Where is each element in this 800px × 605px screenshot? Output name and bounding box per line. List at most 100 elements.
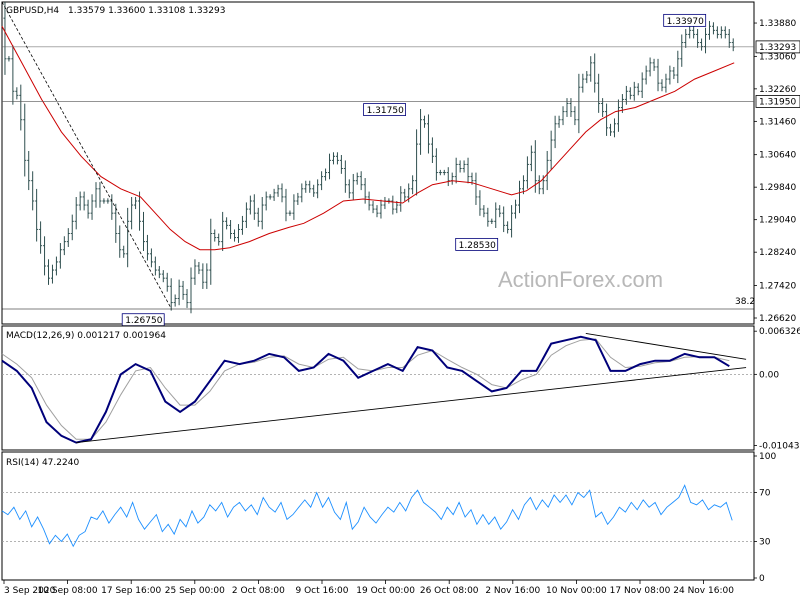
price-bar	[312, 184, 316, 197]
price-bar	[707, 20, 711, 40]
price-bar	[727, 29, 731, 48]
price-bar	[668, 65, 672, 85]
price-bar	[157, 266, 161, 279]
price-bar	[514, 199, 518, 219]
price-bar	[474, 172, 478, 205]
price-bar	[209, 218, 213, 285]
price-y-tick-label: 1.33880	[759, 19, 796, 29]
price-bar	[616, 99, 620, 132]
macd-panel-frame	[1, 325, 755, 451]
price-bar	[308, 180, 312, 193]
price-bar	[379, 199, 383, 219]
price-bar	[272, 188, 276, 201]
price-bar	[506, 221, 510, 234]
price-bar	[205, 263, 209, 289]
price-bar	[181, 280, 185, 300]
price-bar	[130, 197, 134, 230]
x-tick-label: 9 Oct 16:00	[296, 586, 349, 596]
macd-y-tick-label: 0.00	[759, 370, 779, 380]
price-panel-frame	[1, 1, 755, 325]
price-bar	[292, 194, 296, 220]
price-bar	[561, 106, 565, 126]
price-bar	[719, 26, 723, 39]
price-bar	[347, 179, 351, 199]
price-bar	[229, 220, 233, 239]
price-bar	[648, 57, 652, 77]
price-y-tick-label: 1.27420	[759, 281, 796, 291]
price-bar	[692, 26, 696, 39]
price-bar	[545, 150, 549, 191]
price-bar	[585, 71, 589, 84]
price-bar	[688, 26, 692, 39]
price-bar	[672, 66, 676, 80]
price-bar	[403, 188, 407, 201]
price-bar	[74, 197, 78, 230]
price-bar	[684, 29, 688, 48]
price-bar	[434, 148, 438, 181]
price-bar	[696, 29, 700, 48]
price-bar	[494, 202, 498, 229]
price-bar	[54, 256, 58, 276]
price-y-tick-label: 1.31460	[759, 117, 796, 127]
price-bar	[442, 169, 446, 176]
price-bar	[27, 150, 31, 191]
price-bar	[371, 201, 375, 214]
price-bar	[213, 229, 217, 242]
x-tick-label: 19 Oct 00:00	[356, 586, 415, 596]
price-panel-title: GBPUSD,H4	[6, 6, 59, 16]
price-bar	[644, 65, 648, 85]
price-bar	[177, 279, 181, 306]
price-bar	[189, 267, 193, 314]
price-bar	[355, 172, 359, 185]
price-bar	[288, 210, 292, 216]
price-bar	[256, 207, 260, 227]
x-tick-label: 3 Sep 2020	[4, 586, 56, 596]
price-panel: GBPUSD,H4 1.33579 1.33600 1.33108 1.3329…	[1, 1, 800, 326]
x-tick-label: 2 Nov 16:00	[485, 586, 540, 596]
swing-annotation-box	[363, 103, 407, 116]
price-y-tick-label: 1.28240	[759, 248, 796, 258]
x-tick-label: 10 Nov 00:00	[546, 586, 607, 596]
swing-annotation-box	[455, 237, 499, 251]
price-y-tick-label: 1.29840	[759, 183, 796, 193]
price-bar	[723, 26, 727, 39]
x-tick-label: 25 Sep 00:00	[165, 586, 225, 596]
price-bar	[102, 198, 106, 204]
price-bar	[233, 229, 237, 242]
swing-annotation-label: 1.28530	[459, 241, 496, 251]
price-level-label: 1.33293	[759, 43, 796, 53]
price-bar	[185, 289, 189, 308]
price-bar	[141, 211, 145, 252]
price-bar	[106, 198, 110, 204]
price-bar	[280, 183, 284, 203]
price-bar	[240, 215, 244, 235]
price-bar	[197, 261, 201, 275]
price-bar	[577, 73, 581, 134]
price-bar	[82, 191, 86, 211]
price-bar	[339, 154, 343, 174]
macd-y-tick-label: 0.006326	[759, 327, 800, 337]
price-bar	[652, 58, 656, 71]
price-bar	[31, 171, 35, 211]
price-bar	[680, 34, 684, 67]
price-bar	[573, 106, 577, 126]
price-bar	[715, 26, 719, 39]
macd-line	[1, 335, 730, 444]
price-bar	[328, 153, 332, 180]
macd-y-tick-label: -0.010438	[759, 442, 800, 452]
x-tick-label: 17 Sep 16:00	[101, 586, 161, 596]
price-bar	[50, 264, 54, 284]
price-bar	[23, 103, 27, 177]
price-bar	[525, 156, 529, 189]
price-bar	[454, 157, 458, 184]
price-bar	[636, 83, 640, 96]
price-bar	[248, 195, 252, 215]
price-bar	[660, 79, 664, 92]
price-bar	[134, 196, 138, 210]
price-bar	[39, 221, 43, 254]
price-bar	[423, 115, 427, 128]
price-bar	[399, 186, 403, 212]
price-bar	[324, 168, 328, 181]
price-bar	[19, 84, 23, 131]
